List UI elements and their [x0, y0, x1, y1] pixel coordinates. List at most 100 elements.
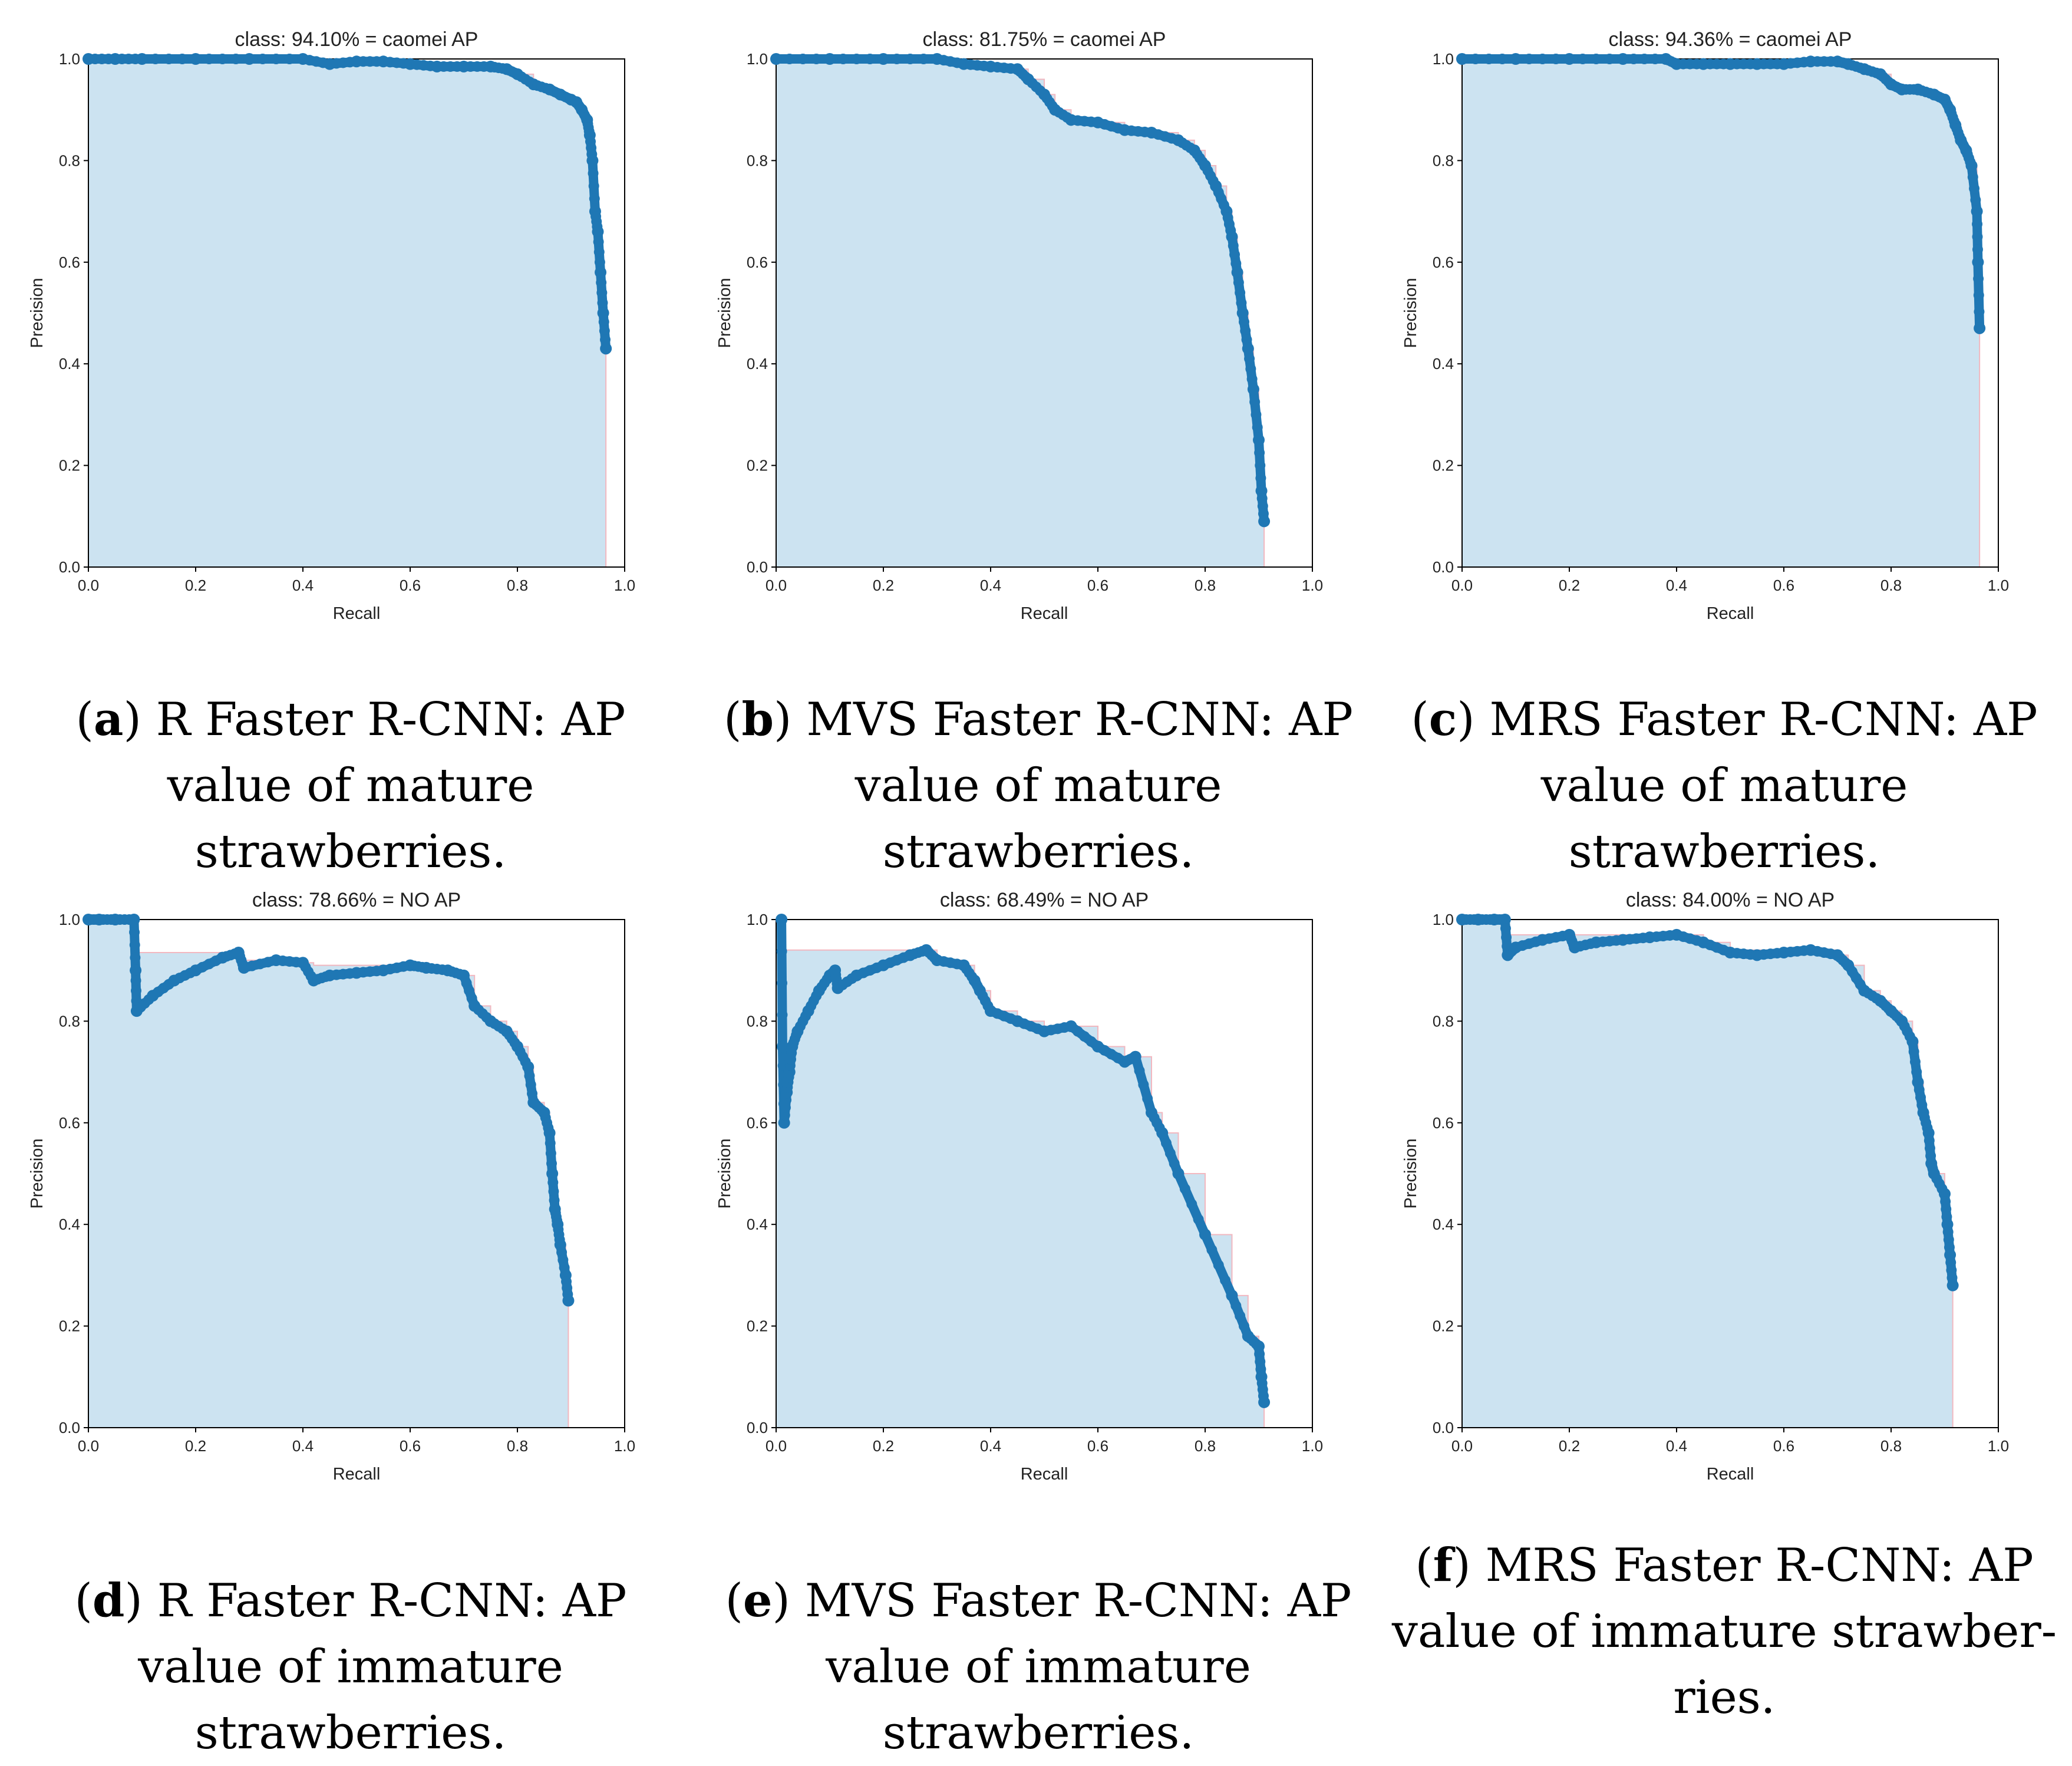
pr-point — [1974, 322, 1986, 334]
x-tick-label: 0.6 — [400, 576, 421, 594]
y-axis-label: Precision — [28, 1138, 47, 1208]
y-tick-label: 0.4 — [747, 355, 768, 373]
x-axis-label: Recall — [333, 1465, 381, 1484]
pr-point — [1967, 172, 1978, 183]
pr-point — [1138, 1079, 1149, 1090]
x-axis-label: Recall — [1021, 1465, 1068, 1484]
y-tick-label: 0.4 — [1433, 355, 1454, 373]
pr-point — [1233, 277, 1244, 288]
caption-a: (a) R Faster R-CNN: AP value of mature s… — [75, 693, 626, 878]
plot-frame — [776, 919, 1313, 1428]
y-tick-label: 0.2 — [747, 457, 768, 475]
pr-point — [1617, 53, 1629, 65]
y-tick-label: 0.0 — [59, 558, 80, 576]
pr-point — [549, 1195, 560, 1206]
caption-c: (c) MRS Faster R-CNN: AP value of mature… — [1411, 693, 2038, 878]
pr-point — [1226, 1289, 1238, 1302]
caption-f: (f) MRS Faster R-CNN: AP value of immatu… — [1391, 1538, 2057, 1724]
x-tick-label: 0.8 — [1880, 1437, 1902, 1455]
pr-point — [1213, 1260, 1224, 1271]
pr-point — [1911, 1066, 1922, 1078]
x-tick-label: 1.0 — [614, 1437, 635, 1455]
pr-point — [1924, 1142, 1935, 1154]
y-tick-label: 0.6 — [1433, 1114, 1454, 1132]
pr-point — [246, 960, 258, 971]
pr-point — [1973, 273, 1984, 284]
pr-point — [1256, 493, 1268, 504]
pr-point — [1247, 383, 1259, 396]
pr-point — [1129, 1050, 1141, 1063]
pr-point — [1245, 363, 1256, 374]
x-tick-label: 1.0 — [1988, 576, 2009, 594]
pr-point — [600, 334, 611, 345]
caption-b: (b) MVS Faster R-CNN: AP value of mature… — [724, 693, 1353, 878]
y-axis-label: Precision — [715, 1138, 734, 1208]
y-tick-label: 0.6 — [59, 1114, 80, 1132]
caption-letter-a: a — [93, 693, 124, 746]
pr-point — [130, 985, 141, 996]
pr-point — [891, 54, 902, 64]
x-tick-label: 0.4 — [1666, 1437, 1687, 1455]
y-tick-label: 0.4 — [59, 1215, 80, 1233]
pr-point — [1242, 342, 1254, 355]
ap-area — [88, 59, 606, 567]
pr-point — [1971, 205, 1983, 218]
y-tick-label: 0.4 — [747, 1215, 768, 1233]
pr-point — [1483, 54, 1494, 64]
pr-point — [1972, 244, 1983, 255]
pr-curve-markers — [83, 53, 612, 355]
pr-point — [1231, 266, 1243, 279]
pr-point — [1550, 54, 1562, 64]
panel-e: class: 68.49% = NO AP 0.0 0.0 0.2 0.2 0.4 0.4 0… — [697, 872, 1380, 1760]
pr-point — [1238, 317, 1249, 328]
pr-point — [1972, 231, 1983, 242]
x-tick-label: 0.6 — [400, 1437, 421, 1455]
pr-point — [599, 325, 610, 337]
pr-point — [589, 193, 600, 205]
pr-point — [1972, 219, 1983, 230]
ap-area — [776, 59, 1265, 567]
pr-point — [1965, 160, 1978, 172]
chart-title: class: 84.00% = NO AP — [1626, 889, 1835, 911]
pr-point — [1974, 306, 1985, 317]
pr-point — [130, 964, 142, 977]
pr-point — [1499, 914, 1511, 925]
pr-point — [597, 297, 608, 308]
pr-point — [593, 246, 605, 258]
pr-point — [1241, 334, 1252, 345]
pr-point — [203, 54, 215, 64]
pr-point — [598, 317, 609, 328]
chart-title: class: 68.49% = NO AP — [940, 889, 1149, 911]
y-tick-label: 0.2 — [59, 1317, 80, 1335]
chart-title: class: 78.66% = NO AP — [252, 889, 461, 911]
x-tick-label: 0.2 — [1559, 1437, 1580, 1455]
pr-point — [1258, 515, 1271, 528]
pr-point — [1255, 460, 1266, 471]
x-tick-label: 1.0 — [1302, 576, 1323, 594]
y-tick-label: 0.4 — [1433, 1215, 1454, 1233]
pr-point — [1235, 287, 1246, 298]
x-tick-label: 1.0 — [614, 576, 635, 594]
ap-area — [88, 920, 569, 1428]
pr-point — [797, 54, 809, 64]
x-axis-label: Recall — [1707, 1465, 1754, 1484]
y-tick-label: 0.6 — [1433, 253, 1454, 271]
x-tick-label: 0.4 — [980, 576, 1001, 594]
pr-point — [1649, 54, 1661, 64]
pr-point — [562, 1294, 575, 1307]
pr-point — [1244, 353, 1255, 364]
y-tick-label: 0.0 — [1433, 1419, 1454, 1436]
y-tick-label: 0.8 — [747, 1012, 768, 1030]
caption-letter-f: f — [1433, 1538, 1453, 1592]
pr-point — [190, 53, 202, 65]
pr-point — [1908, 1046, 1919, 1057]
pr-point — [1164, 1148, 1176, 1159]
pr-point — [1255, 473, 1266, 484]
caption-text-b: ) MVS Faster R-CNN: AP value of mature s… — [774, 693, 1353, 878]
y-tick-label: 1.0 — [1433, 50, 1454, 68]
pr-chart-f: class: 84.00% = NO AP 0.00.0 0.2 0.2 0.4 0.4 0… — [1401, 889, 2009, 1484]
caption-letter-b: b — [741, 693, 774, 746]
pr-point — [1972, 256, 1984, 268]
pr-point — [777, 977, 788, 989]
pr-point — [905, 54, 916, 64]
